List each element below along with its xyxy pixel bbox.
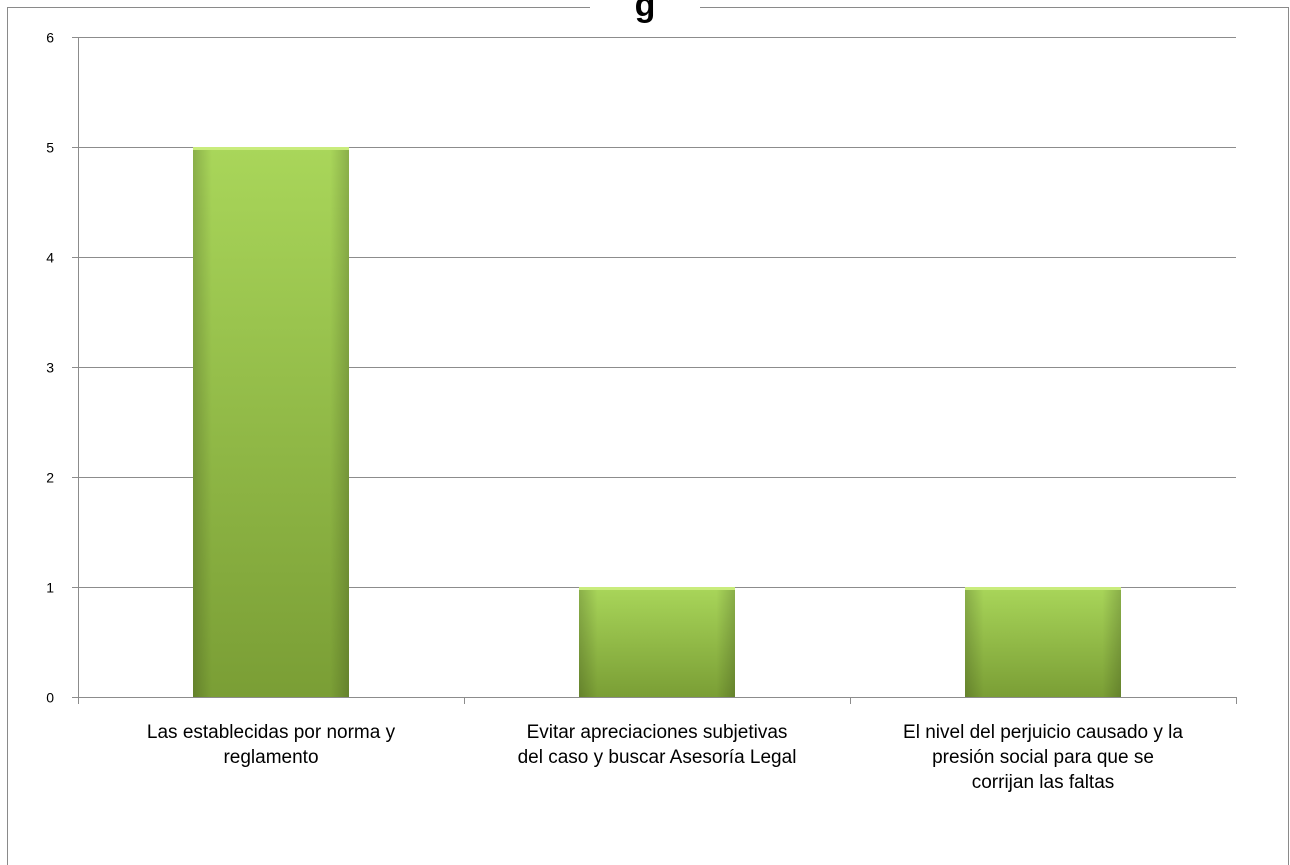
bar-highlight [579,587,735,590]
bar-shade [965,587,1121,697]
category-label: Evitar apreciaciones subjetivas [527,722,788,743]
y-tick-label: 1 [46,580,54,596]
category-label: El nivel del perjuicio causado y la [903,722,1183,743]
bar-shade [579,587,735,697]
y-tick-label: 5 [46,140,54,156]
y-tick-label: 4 [46,250,54,266]
category-label: reglamento [223,747,318,768]
bar-highlight [965,587,1121,590]
bar-layer [193,147,1121,697]
y-tick-label: 6 [46,30,54,46]
bar-highlight [193,147,349,150]
category-label: corrijan las faltas [972,772,1115,793]
chart-title: g [635,0,656,24]
title-background [590,0,700,22]
y-tick-label: 0 [46,690,54,706]
category-label: Las establecidas por norma y [147,722,396,743]
bar-shade [193,147,349,697]
y-tick-label: 3 [46,360,54,376]
label-layer: 0 1 2 3 4 5 6 Las establecidas por norma y regla… [46,30,1183,794]
y-tick-label: 2 [46,470,54,486]
category-label: presión social para que se [932,747,1154,768]
axis-layer [72,37,1237,704]
category-label: del caso y buscar Asesoría Legal [518,747,797,768]
